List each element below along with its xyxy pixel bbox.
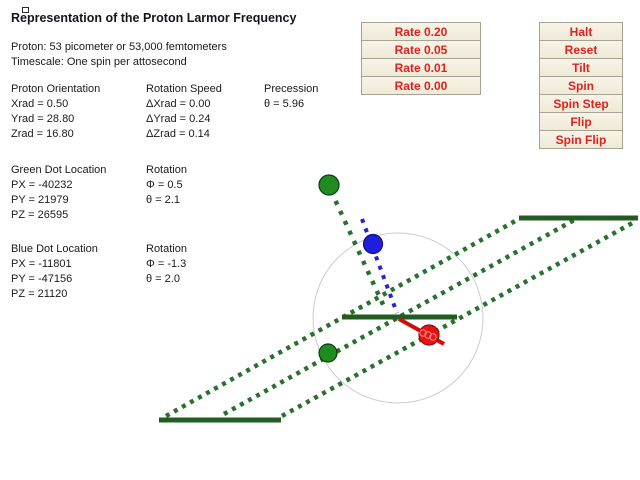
reset-button[interactable]: Reset bbox=[539, 40, 623, 59]
delta-zrad-value: ΔZrad = 0.14 bbox=[146, 128, 210, 140]
rate-005-button[interactable]: Rate 0.05 bbox=[361, 40, 481, 59]
control-button-group: Halt Reset Tilt Spin Spin Step Flip Spin… bbox=[539, 22, 623, 149]
plane-edge-left-line bbox=[164, 218, 519, 418]
blue-dot-rotation-header: Rotation bbox=[146, 243, 187, 255]
tilt-button[interactable]: Tilt bbox=[539, 58, 623, 77]
spin-step-button[interactable]: Spin Step bbox=[539, 94, 623, 113]
green-dot-location-header: Green Dot Location bbox=[11, 164, 107, 176]
precession-theta-value: θ = 5.96 bbox=[264, 98, 305, 110]
blue-dot-px-value: PX = -11801 bbox=[11, 258, 72, 270]
blue-axis-line bbox=[360, 218, 399, 314]
flip-button[interactable]: Flip bbox=[539, 112, 623, 131]
proton-orientation-header: Proton Orientation bbox=[11, 83, 101, 95]
spin-flip-button[interactable]: Spin Flip bbox=[539, 130, 623, 149]
green-dot-top bbox=[318, 174, 340, 196]
precession-column: Precession θ = 5.96 bbox=[264, 82, 318, 142]
green-axis-line bbox=[328, 190, 389, 312]
spin-button[interactable]: Spin bbox=[539, 76, 623, 95]
yrad-value: Yrad = 28.80 bbox=[11, 113, 75, 125]
plane-center-line bbox=[222, 217, 578, 416]
green-dot-rotation-header: Rotation bbox=[146, 164, 187, 176]
blue-dot-py-value: PY = -47156 bbox=[11, 273, 73, 285]
green-dot-py-value: PY = 21979 bbox=[11, 194, 69, 206]
rate-000-button[interactable]: Rate 0.00 bbox=[361, 76, 481, 95]
timescale-text: Timescale: One spin per attosecond bbox=[11, 56, 187, 68]
green-dot-phi-value: Φ = 0.5 bbox=[146, 179, 183, 191]
blue-dot-phi-value: Φ = -1.3 bbox=[146, 258, 187, 270]
rotation-speed-column: Rotation Speed ΔXrad = 0.00 ΔYrad = 0.24… bbox=[146, 82, 264, 142]
red-dot-texture bbox=[419, 329, 427, 337]
blue-dot bbox=[362, 233, 384, 255]
stray-square-mark bbox=[22, 7, 29, 13]
precession-header: Precession bbox=[264, 83, 319, 95]
proton-orientation-column: Proton Orientation Xrad = 0.50 Yrad = 28… bbox=[11, 82, 146, 142]
green-dot-pz-value: PZ = 26595 bbox=[11, 209, 69, 221]
green-dot-location-column: Green Dot Location PX = -40232 PY = 2197… bbox=[11, 163, 146, 223]
green-dot-px-value: PX = -40232 bbox=[11, 179, 73, 191]
blue-dot-theta-value: θ = 2.0 bbox=[146, 273, 180, 285]
rate-020-button[interactable]: Rate 0.20 bbox=[361, 22, 481, 41]
red-dot-texture bbox=[424, 331, 432, 339]
zrad-value: Zrad = 16.80 bbox=[11, 128, 74, 140]
precession-circle bbox=[312, 232, 484, 404]
green-dot-lower bbox=[318, 343, 338, 363]
blue-dot-location-header: Blue Dot Location bbox=[11, 243, 98, 255]
delta-yrad-value: ΔYrad = 0.24 bbox=[146, 113, 211, 125]
rate-button-group: Rate 0.20 Rate 0.05 Rate 0.01 Rate 0.00 bbox=[361, 22, 481, 95]
green-dot-rotation-column: Rotation Φ = 0.5 θ = 2.1 bbox=[146, 163, 187, 223]
plane-edge-right-line bbox=[280, 219, 638, 418]
red-dot-texture bbox=[429, 333, 437, 341]
rotation-speed-header: Rotation Speed bbox=[146, 83, 222, 95]
delta-xrad-value: ΔXrad = 0.00 bbox=[146, 98, 211, 110]
blue-dot-rotation-column: Rotation Φ = -1.3 θ = 2.0 bbox=[146, 242, 187, 302]
xrad-value: Xrad = 0.50 bbox=[11, 98, 69, 110]
page-title: Representation of the Proton Larmor Freq… bbox=[11, 11, 297, 25]
blue-dot-pz-value: PZ = 21120 bbox=[11, 288, 68, 300]
halt-button[interactable]: Halt bbox=[539, 22, 623, 41]
green-dot-theta-value: θ = 2.1 bbox=[146, 194, 180, 206]
blue-dot-location-column: Blue Dot Location PX = -11801 PY = -4715… bbox=[11, 242, 146, 302]
proton-size-text: Proton: 53 picometer or 53,000 femtomete… bbox=[11, 41, 227, 53]
rate-001-button[interactable]: Rate 0.01 bbox=[361, 58, 481, 77]
